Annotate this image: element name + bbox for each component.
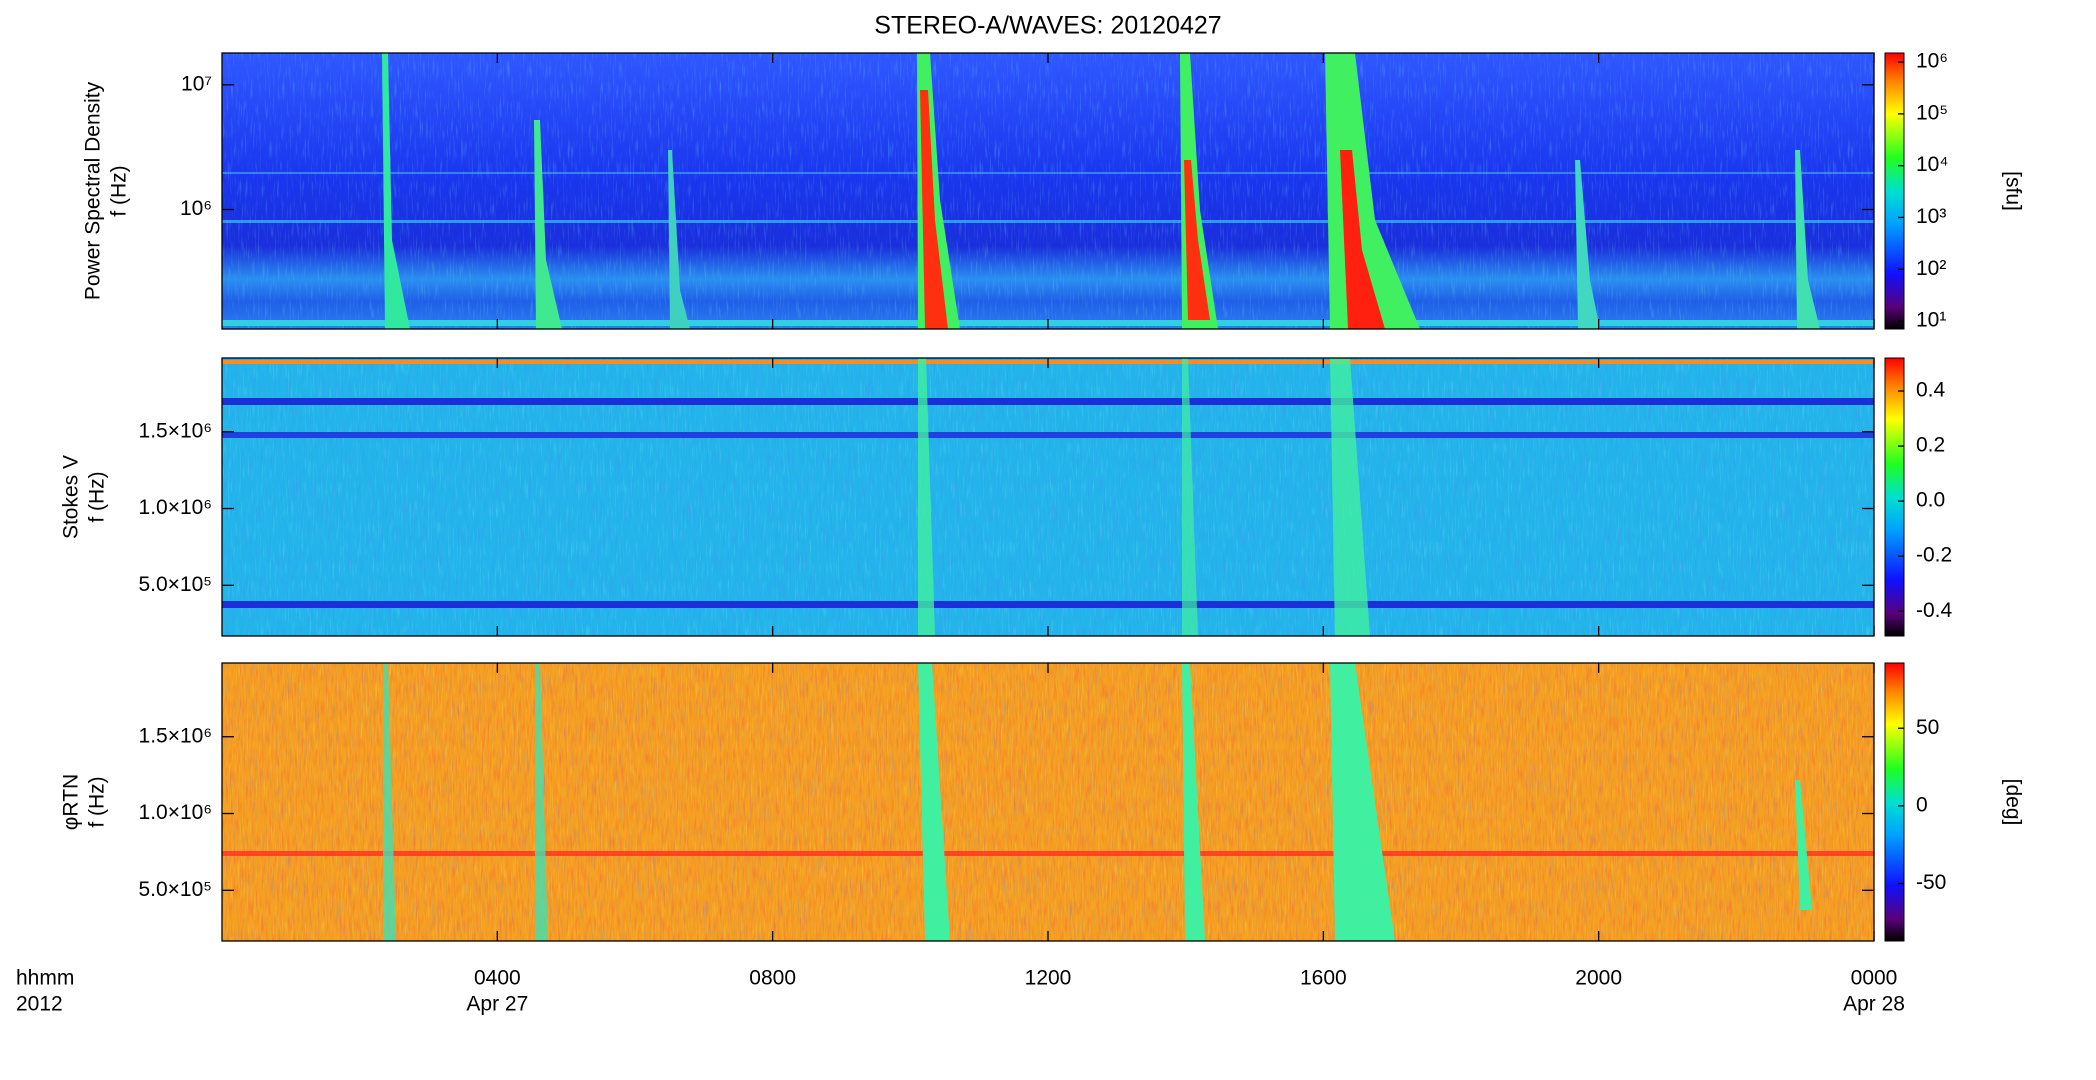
colorbar (1884, 52, 1905, 330)
colorbar-tick-label: 0.2 (1916, 434, 1945, 457)
colorbar-tick-label: -50 (1916, 871, 1946, 894)
x-tick-label: 0400 (474, 967, 521, 990)
colorbar-tick-label: -0.2 (1916, 544, 1952, 567)
colorbar (1884, 662, 1905, 942)
colorbar-tick-label: 0.0 (1916, 489, 1945, 512)
y-tick-label: 1.0×10⁶ (139, 496, 212, 519)
y-tick-label: 1.5×10⁶ (139, 419, 212, 442)
spectrogram-phi (222, 663, 1874, 941)
y-axis-label: φRTN (60, 774, 83, 830)
colorbar-tick-label: 10⁴ (1916, 153, 1948, 176)
y-tick-label: 5.0×10⁵ (138, 878, 212, 901)
colorbar-tick-label: 10² (1916, 257, 1946, 280)
y-tick-label: 10⁷ (181, 72, 212, 95)
colorbar-label: [deg] (2001, 779, 2024, 826)
colorbar-tick-label: 10⁶ (1916, 50, 1948, 73)
x-tick-date: Apr 28 (1843, 993, 1905, 1016)
y-axis-label: f (Hz) (86, 776, 109, 827)
colorbar-tick-label: 50 (1916, 716, 1939, 739)
y-axis-label: f (Hz) (108, 165, 131, 216)
x-axis-label: hhmm (16, 967, 74, 990)
y-tick-label: 10⁶ (180, 197, 212, 220)
y-axis-label: Power Spectral Density (82, 81, 105, 300)
colorbar-tick-label: 0 (1916, 793, 1928, 816)
colorbar-tick-label: 10¹ (1916, 309, 1946, 332)
colorbar-tick-label: 10³ (1916, 205, 1946, 228)
x-axis-label: 2012 (16, 993, 63, 1016)
y-tick-label: 5.0×10⁵ (138, 573, 212, 596)
spectrogram-stokes (222, 358, 1874, 636)
colorbar-label: [sfu] (2001, 171, 2024, 211)
y-tick-label: 1.0×10⁶ (139, 801, 212, 824)
y-axis-label: f (Hz) (86, 471, 109, 522)
x-tick-label: 0000 (1851, 967, 1898, 990)
colorbar (1884, 357, 1905, 637)
x-tick-label: 1200 (1025, 967, 1072, 990)
x-tick-date: Apr 27 (466, 993, 528, 1016)
y-tick-label: 1.5×10⁶ (139, 724, 212, 747)
colorbar-tick-label: -0.4 (1916, 599, 1953, 622)
spectrogram-psd (222, 53, 1874, 329)
y-axis-label: Stokes V (60, 455, 83, 539)
colorbar-tick-label: 0.4 (1916, 379, 1946, 402)
chart-title: STEREO-A/WAVES: 20120427 (874, 12, 1221, 40)
x-tick-label: 0800 (749, 967, 796, 990)
x-tick-label: 1600 (1300, 967, 1347, 990)
colorbar-tick-label: 10⁵ (1916, 101, 1948, 124)
x-tick-label: 2000 (1575, 967, 1622, 990)
